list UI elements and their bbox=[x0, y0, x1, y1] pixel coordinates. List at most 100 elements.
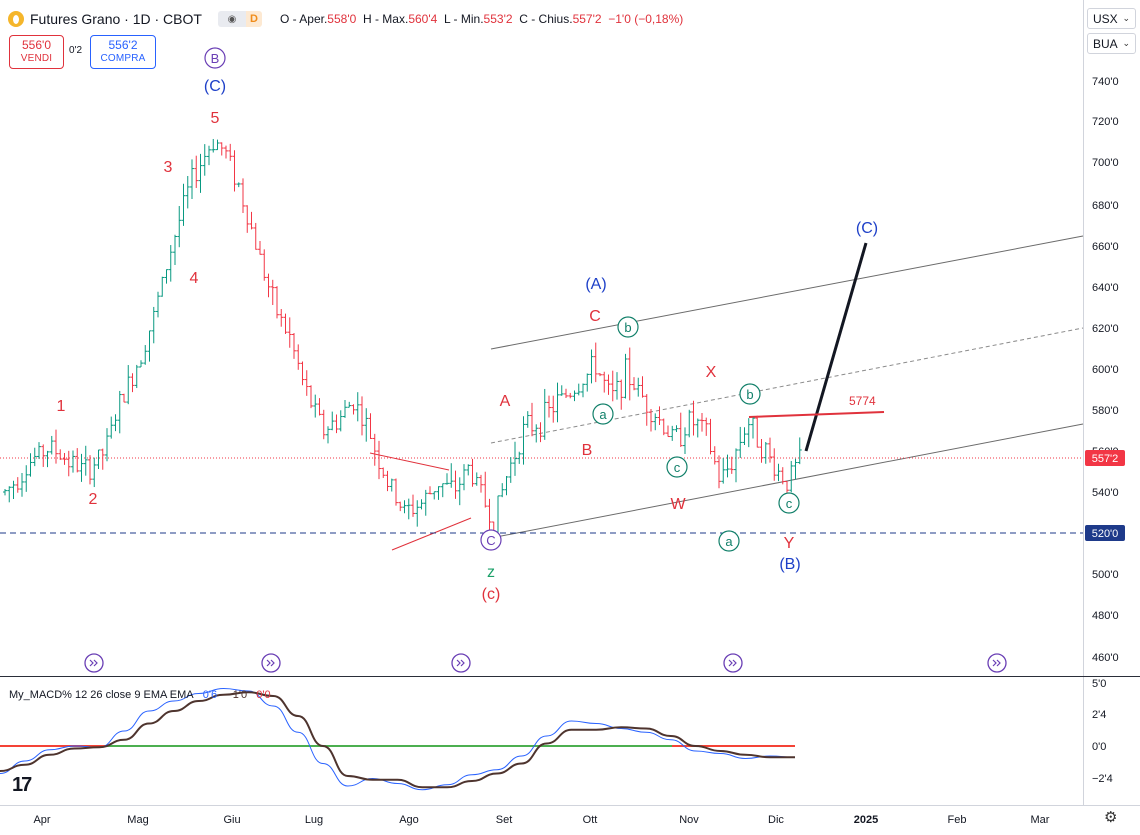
wave-label-circle bbox=[739, 383, 761, 405]
ohlc-bar bbox=[202, 144, 207, 176]
time-tick-label: Mar bbox=[1031, 814, 1050, 826]
ohlc-bar bbox=[266, 273, 271, 298]
channel-upper-line[interactable] bbox=[490, 235, 1084, 350]
ohlc-bar bbox=[134, 364, 139, 389]
channel-middle-line[interactable] bbox=[490, 327, 1084, 444]
ohlc-bar bbox=[627, 347, 632, 401]
wave-label: X bbox=[706, 364, 717, 381]
wave-label-circle bbox=[592, 403, 614, 425]
time-axis[interactable]: Apr Mag Giu Lug Ago Set Ott Nov Dic 2025 Feb Mar bbox=[33, 814, 1049, 826]
ohlc-bar bbox=[572, 390, 577, 402]
unit-select[interactable]: BUA ⌄ bbox=[1087, 33, 1136, 54]
ohlc-bar bbox=[168, 245, 173, 282]
ohlc-bar bbox=[41, 444, 46, 467]
time-tick-label: Dic bbox=[768, 814, 784, 826]
ohlc-bar bbox=[513, 441, 517, 476]
ohlc-bar bbox=[657, 406, 662, 426]
ohlc-bar bbox=[785, 481, 789, 494]
wave-label: Y bbox=[784, 535, 795, 552]
currency-select[interactable]: USX ⌄ bbox=[1087, 8, 1136, 29]
ohlc-bar bbox=[20, 473, 24, 497]
price-tick-label: 720'0 bbox=[1092, 116, 1119, 128]
ohlc-bar bbox=[79, 453, 84, 482]
ohlc-bar bbox=[538, 422, 543, 443]
sell-button[interactable]: 556'0 VENDI bbox=[9, 35, 64, 69]
gear-icon[interactable]: ⚙ bbox=[1104, 809, 1118, 826]
ohlc-bar bbox=[525, 411, 530, 428]
ohlc-bar bbox=[385, 470, 390, 492]
ohlc-bar bbox=[275, 286, 279, 319]
time-tick-label: Ott bbox=[583, 814, 598, 826]
macd-tick-label: −2'4 bbox=[1092, 773, 1113, 785]
event-marker-chevron bbox=[456, 659, 465, 667]
visibility-eye-icon[interactable]: ◉ bbox=[217, 11, 246, 27]
level-520-badge bbox=[1085, 525, 1125, 541]
ohlc-bar bbox=[780, 467, 785, 485]
ohlc-bar bbox=[160, 276, 165, 297]
chevron-down-icon: ⌄ bbox=[1122, 38, 1130, 48]
ohlc-bar bbox=[100, 448, 105, 470]
ohlc-bar bbox=[738, 426, 743, 458]
level-5774-line[interactable] bbox=[748, 411, 885, 418]
ohlc-bar bbox=[181, 183, 186, 226]
spread-value: 0'2 bbox=[69, 45, 83, 56]
currency-unit: USX bbox=[1093, 11, 1118, 26]
ohlc-bar bbox=[487, 498, 492, 531]
ohlc-bar bbox=[262, 249, 267, 281]
buy-button[interactable]: 556'2 COMPRA bbox=[90, 35, 156, 69]
ohlc-bar bbox=[470, 458, 475, 487]
ohlc-bar bbox=[326, 426, 330, 444]
sell-price: 556'0 bbox=[22, 38, 51, 52]
price-tick-label: 700'0 bbox=[1092, 157, 1119, 169]
ohlc-bar bbox=[453, 470, 458, 499]
projection-line[interactable] bbox=[804, 242, 868, 452]
ohlc-bar bbox=[372, 433, 377, 466]
signal-line bbox=[0, 691, 795, 789]
ohlc-bar bbox=[11, 480, 16, 499]
ohlc-bar bbox=[147, 330, 152, 362]
channel-lower-line[interactable] bbox=[490, 423, 1084, 539]
tradingview-logo-icon[interactable]: 17 bbox=[12, 774, 32, 796]
ohlc-bar bbox=[309, 385, 313, 409]
ohlc-bar bbox=[496, 495, 500, 533]
wave-label: C bbox=[486, 533, 495, 548]
trendlines[interactable] bbox=[369, 235, 1084, 551]
signal-value: −1'0 bbox=[226, 689, 248, 701]
ohlc-bar bbox=[394, 478, 398, 506]
ohlc-bar bbox=[432, 491, 437, 500]
ohlc-bar bbox=[564, 388, 568, 398]
wave-label: (A) bbox=[585, 276, 606, 293]
ohlc-bar bbox=[296, 344, 301, 370]
open-value: 558'0 bbox=[327, 12, 357, 26]
ohlc-bar bbox=[721, 458, 726, 484]
ohlc-bar bbox=[83, 445, 88, 476]
ohlc-bar bbox=[746, 418, 751, 448]
price-axis[interactable]: 460'0480'0500'0540'0560'0580'0600'0620'0… bbox=[1085, 76, 1125, 664]
ohlc-bar bbox=[462, 464, 466, 491]
ohlc-bar bbox=[619, 379, 624, 410]
macd-tick-label: 5'0 bbox=[1092, 678, 1106, 690]
macd-legend[interactable]: My_MACD% 12 26 close 9 EMA EMA 0'6 −1'0 … bbox=[9, 689, 271, 701]
ohlc-bar bbox=[287, 317, 292, 348]
ohlc-bar bbox=[598, 373, 602, 377]
triangle-lower-line[interactable] bbox=[391, 517, 472, 551]
ohlc-bar bbox=[423, 489, 428, 516]
ohlc-bar bbox=[683, 427, 687, 454]
ohlc-bar bbox=[351, 404, 356, 415]
ohlc-bar bbox=[576, 383, 581, 396]
delayed-data-badge[interactable]: D bbox=[245, 11, 262, 27]
close-value: 557'2 bbox=[572, 12, 602, 26]
ohlc-bar bbox=[479, 474, 483, 493]
triangle-upper-line[interactable] bbox=[369, 452, 450, 471]
ohlc-bar bbox=[381, 467, 386, 478]
wave-label: A bbox=[500, 393, 511, 410]
symbol-title[interactable]: Futures Grano · 1D · CBOT bbox=[30, 11, 202, 27]
ohlc-bar bbox=[211, 138, 216, 153]
ohlc-bar bbox=[508, 457, 513, 483]
ohlc-values: O - Aper.558'0 H - Max.560'4 L - Min.553… bbox=[280, 12, 683, 26]
wave-label: 5 bbox=[211, 110, 220, 127]
close-label: C - Chius. bbox=[519, 12, 573, 26]
price-tick-label: 600'0 bbox=[1092, 364, 1119, 376]
ohlc-bar bbox=[636, 377, 641, 397]
